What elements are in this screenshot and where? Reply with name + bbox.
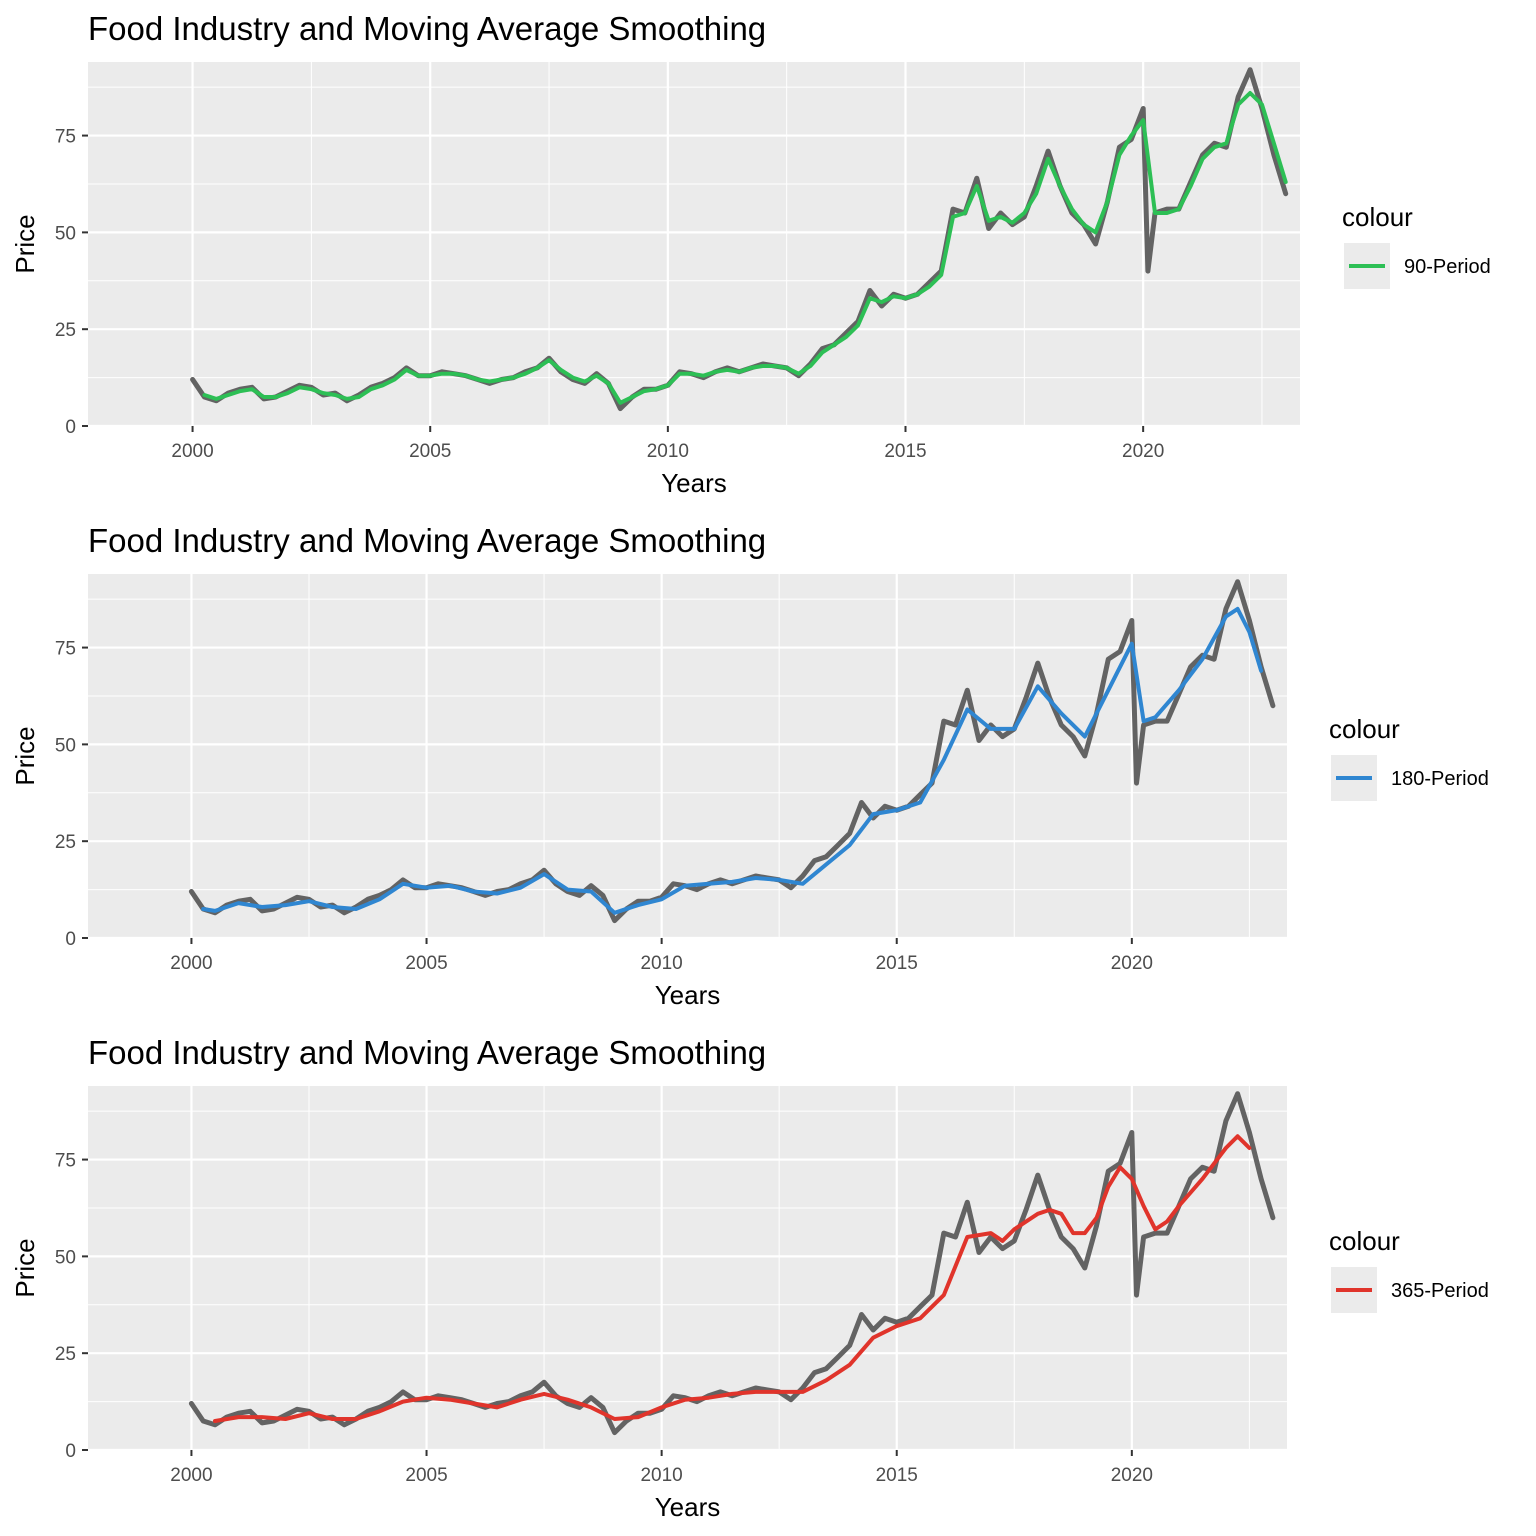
chart-1-y-tick-label: 75 [55, 127, 76, 148]
chart-3-x-tick-label: 2015 [876, 1465, 918, 1486]
chart-3-legend-title: colour [1329, 1226, 1400, 1256]
chart-2-legend-label: 180-Period [1391, 768, 1489, 790]
chart-3-legend-label: 365-Period [1391, 1280, 1489, 1302]
chart-1-x-tick-label: 2005 [409, 441, 451, 462]
chart-panel-1: 2000 2005 2010 2015 2020 0 25 50 75 Food Industry… [10, 10, 1491, 498]
chart-2-x-tick-label: 2010 [640, 953, 682, 974]
chart-2-legend: colour 180-Period [1329, 714, 1489, 801]
chart-2-x-tick-label: 2000 [170, 953, 212, 974]
chart-2-x-axis-title: Years [655, 980, 721, 1010]
chart-3-y-tick-label: 50 [55, 1247, 76, 1268]
chart-1-y-tick-label: 25 [55, 320, 76, 341]
chart-1-x-axis-title: Years [661, 468, 727, 498]
chart-2-legend-title: colour [1329, 714, 1400, 744]
chart-3-plot-background [88, 1086, 1287, 1450]
chart-1-x-tick-label: 2010 [647, 441, 689, 462]
chart-2-y-tick-label: 50 [55, 735, 76, 756]
chart-2-x-tick-label: 2005 [405, 953, 447, 974]
chart-3-y-tick-label: 0 [65, 1441, 76, 1462]
chart-2-x-tick-label: 2015 [876, 953, 918, 974]
chart-1-y-tick-label: 0 [65, 417, 76, 438]
chart-2-y-tick-label: 25 [55, 832, 76, 853]
chart-3-title: Food Industry and Moving Average Smoothi… [88, 1034, 766, 1071]
chart-2-moving-average-line [201, 606, 1264, 915]
chart-2-y-tick-label: 75 [55, 639, 76, 660]
chart-3-x-tick-label: 2000 [170, 1465, 212, 1486]
chart-1-y-tick-label: 50 [55, 223, 76, 244]
chart-1-legend-title: colour [1342, 202, 1413, 232]
chart-panel-2: 2000 2005 2010 2015 2020 0 25 50 75 Food Industry… [10, 522, 1489, 1010]
chart-3-x-tick-label: 2005 [405, 1465, 447, 1486]
chart-1-x-tick-label: 2020 [1122, 441, 1164, 462]
chart-3-x-axis-title: Years [655, 1492, 721, 1522]
chart-1-x-tick-label: 2015 [884, 441, 926, 462]
chart-1-legend-label: 90-Period [1404, 256, 1491, 278]
chart-2-y-tick-label: 0 [65, 929, 76, 950]
chart-3-legend: colour 365-Period [1329, 1226, 1489, 1313]
chart-1-y-axis-title: Price [10, 214, 40, 273]
chart-1-plot-background [88, 62, 1300, 426]
chart-1-title: Food Industry and Moving Average Smoothi… [88, 10, 766, 47]
chart-3-x-tick-label: 2010 [640, 1465, 682, 1486]
chart-3-y-tick-label: 25 [55, 1344, 76, 1365]
chart-1-moving-average-line [202, 91, 1288, 405]
chart-1-x-tick-label: 2000 [171, 441, 213, 462]
chart-2-title: Food Industry and Moving Average Smoothi… [88, 522, 766, 559]
chart-3-y-tick-label: 75 [55, 1151, 76, 1172]
chart-2-plot-background [88, 574, 1287, 938]
chart-3-x-tick-label: 2020 [1111, 1465, 1153, 1486]
chart-1-legend: colour 90-Period [1342, 202, 1491, 289]
chart-3-moving-average-line [213, 1134, 1252, 1423]
chart-2-x-tick-label: 2020 [1111, 953, 1153, 974]
chart-panel-3: 2000 2005 2010 2015 2020 0 25 50 75 Food Industry… [10, 1034, 1489, 1522]
chart-2-y-axis-title: Price [10, 726, 40, 785]
chart-3-y-axis-title: Price [10, 1238, 40, 1297]
